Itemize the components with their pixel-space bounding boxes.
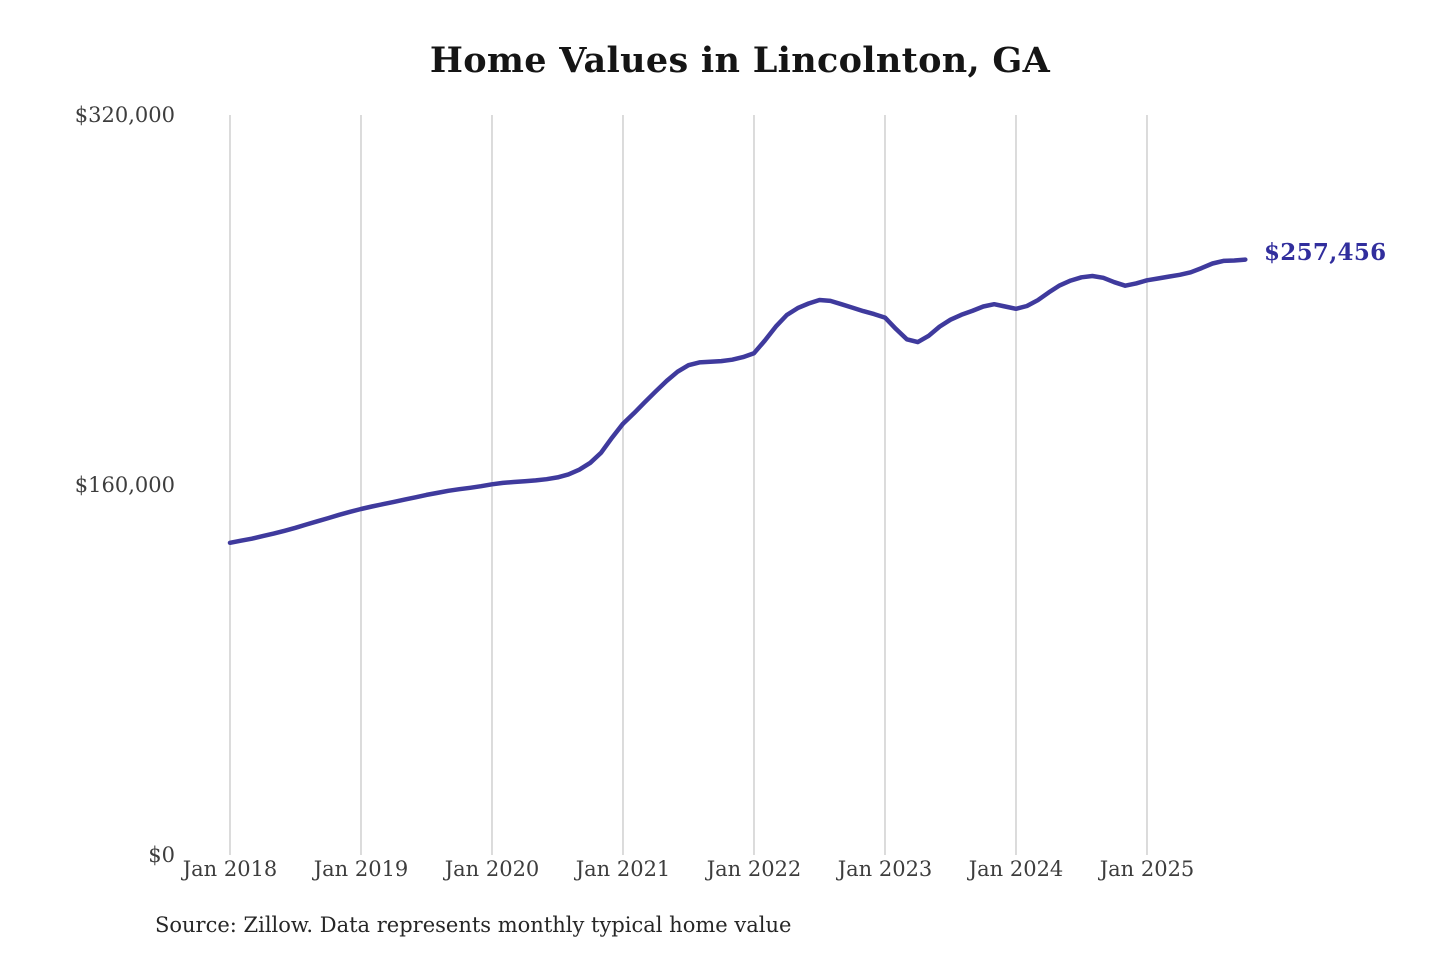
x-tick-label: Jan 2022 [706, 857, 802, 881]
x-tick-label: Jan 2024 [968, 857, 1064, 881]
x-tick-label: Jan 2020 [444, 857, 540, 881]
x-tick-label: Jan 2023 [837, 857, 933, 881]
x-tick-label: Jan 2019 [313, 857, 409, 881]
x-tick-label: Jan 2025 [1099, 857, 1195, 881]
y-tick-label: $160,000 [74, 473, 175, 497]
x-tick-label: Jan 2021 [575, 857, 671, 881]
source-note: Source: Zillow. Data represents monthly … [155, 913, 792, 937]
x-tick-label: Jan 2018 [182, 857, 278, 881]
value-line-group [227, 257, 1248, 546]
latest-value-annotation: $257,456 [1264, 239, 1387, 266]
y-tick-label: $320,000 [74, 103, 175, 127]
vertical-gridlines [229, 115, 1148, 855]
home-value-line [227, 257, 1248, 546]
chart-title: Home Values in Lincolnton, GA [429, 40, 1051, 81]
y-tick-label: $0 [148, 843, 175, 867]
